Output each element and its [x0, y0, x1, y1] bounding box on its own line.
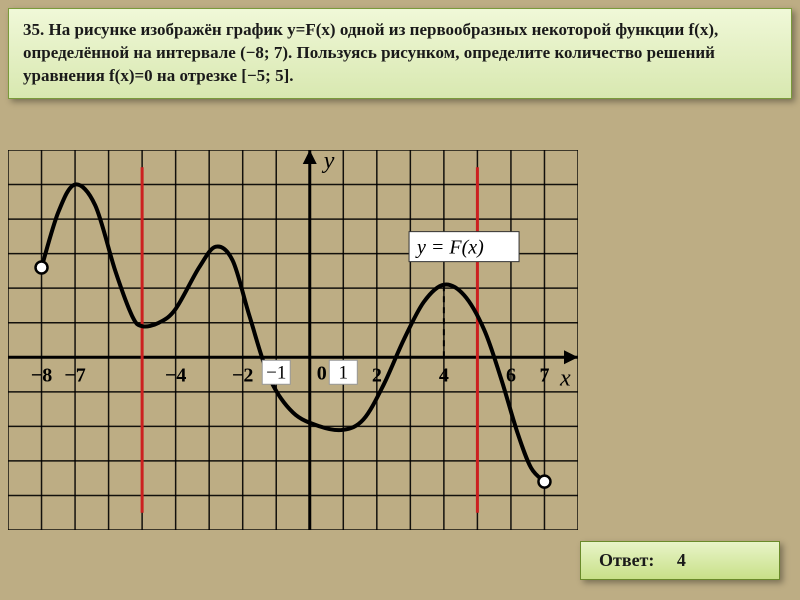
svg-text:4: 4 — [439, 364, 449, 386]
answer-label: Ответ: — [599, 550, 654, 570]
answer-box: Ответ: 4 — [580, 541, 780, 580]
svg-text:y = F(x): y = F(x) — [415, 237, 484, 259]
svg-text:6: 6 — [506, 364, 516, 386]
svg-text:−8: −8 — [31, 364, 52, 386]
answer-value: 4 — [677, 550, 686, 570]
chart-container: y x −8 −7 −4 −2 2 4 6 7 −1 10 y = F(x) — [8, 150, 578, 530]
svg-text:1: 1 — [339, 362, 349, 383]
svg-text:x: x — [559, 365, 571, 391]
svg-text:y: y — [322, 150, 335, 174]
svg-text:7: 7 — [539, 364, 549, 386]
problem-text: На рисунке изображён график y=F(x) одной… — [23, 20, 718, 85]
svg-text:−2: −2 — [232, 364, 253, 386]
function-graph: y x −8 −7 −4 −2 2 4 6 7 −1 10 y = F(x) — [8, 150, 578, 530]
svg-text:−1: −1 — [266, 362, 286, 383]
svg-text:−7: −7 — [64, 364, 85, 386]
svg-text:−4: −4 — [165, 364, 186, 386]
svg-text:2: 2 — [372, 364, 382, 386]
svg-text:0: 0 — [317, 362, 327, 384]
problem-number: 35. — [23, 20, 44, 39]
problem-statement: 35. На рисунке изображён график y=F(x) о… — [8, 8, 792, 99]
